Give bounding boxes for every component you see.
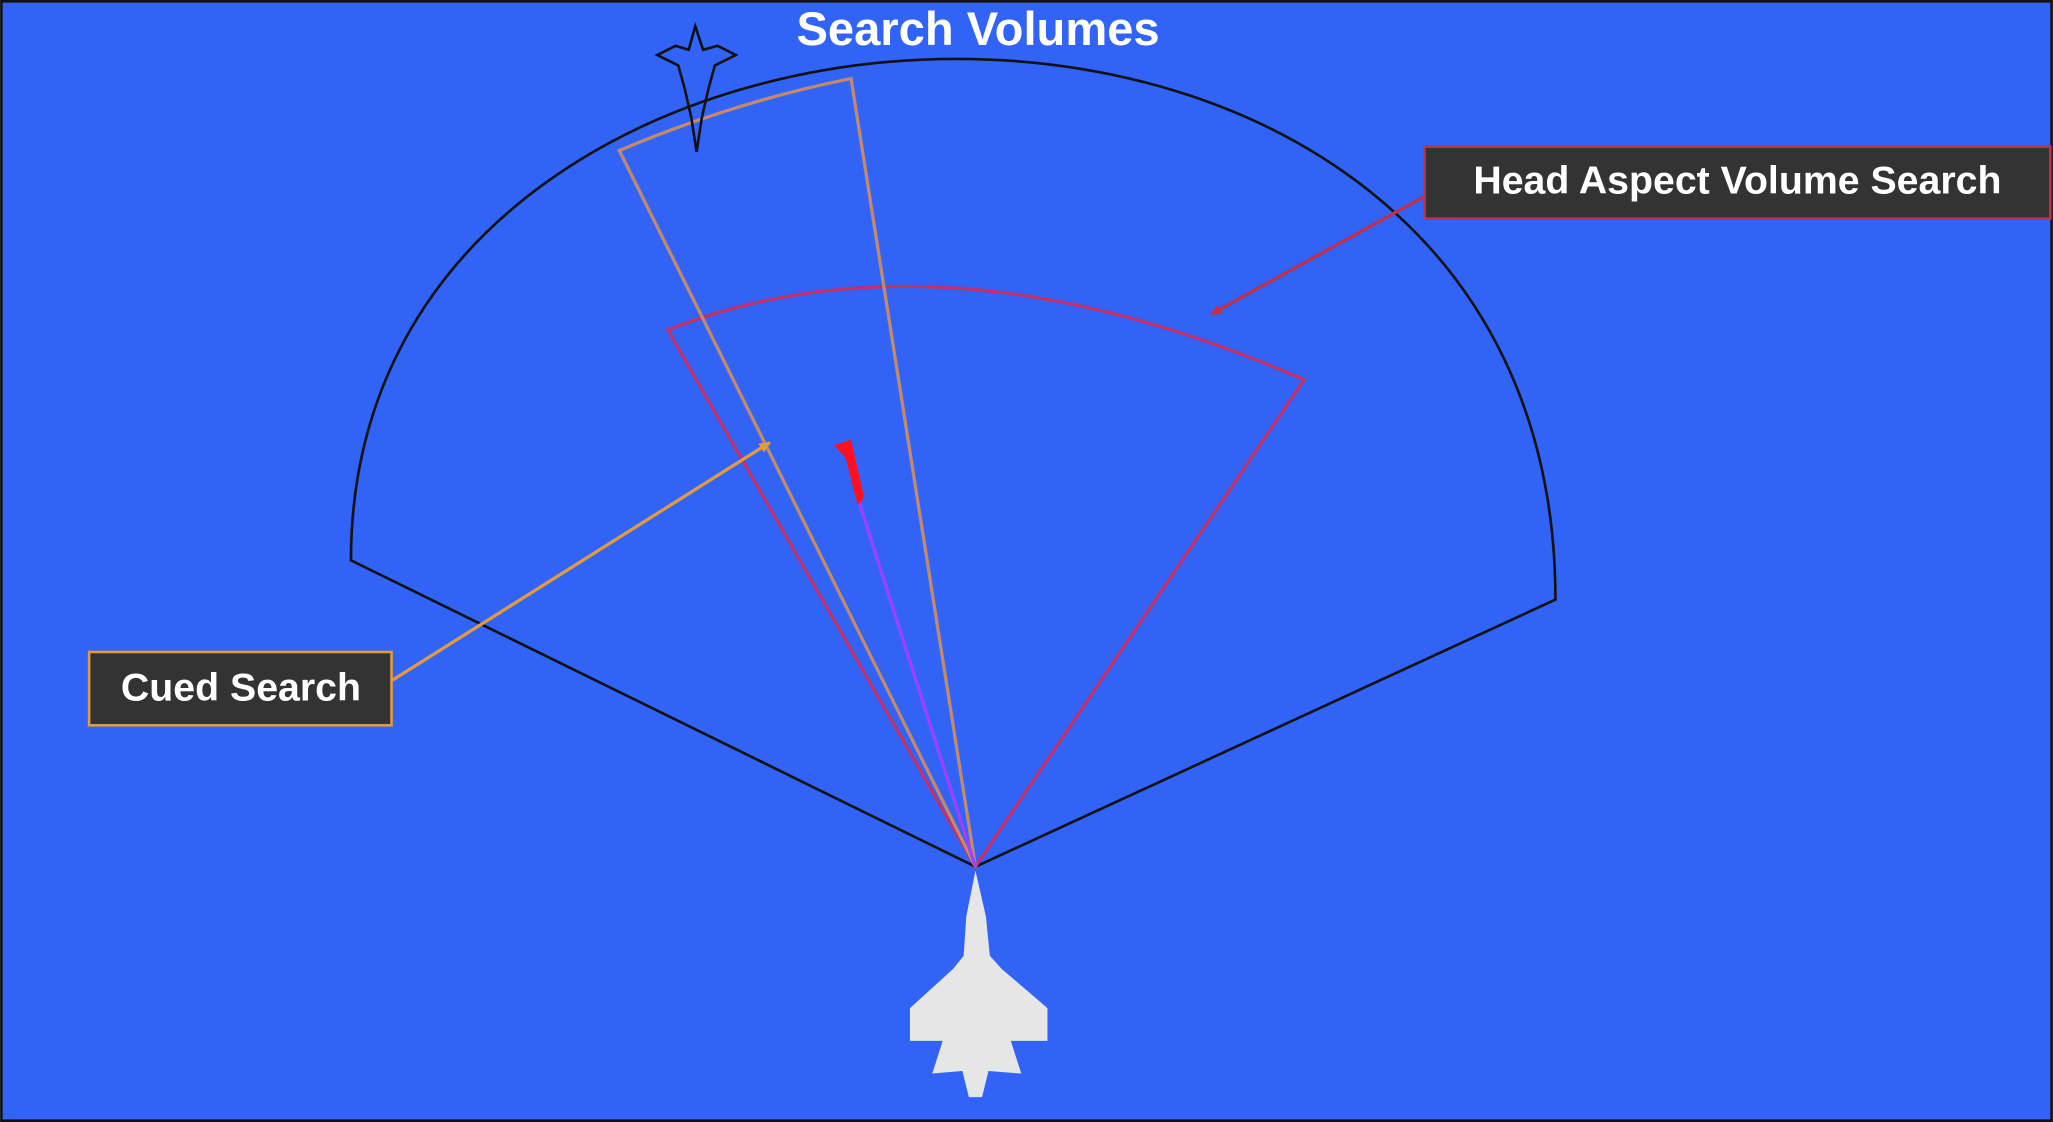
cued-label: Cued Search (121, 665, 361, 709)
diagram: Search Volumes Head Aspect Volume Search… (0, 0, 2053, 1122)
head-aspect-label: Head Aspect Volume Search (1473, 159, 2001, 203)
page: Search Volumes Head Aspect Volume Search… (0, 0, 2053, 1122)
title: Search Volumes (796, 2, 1159, 55)
